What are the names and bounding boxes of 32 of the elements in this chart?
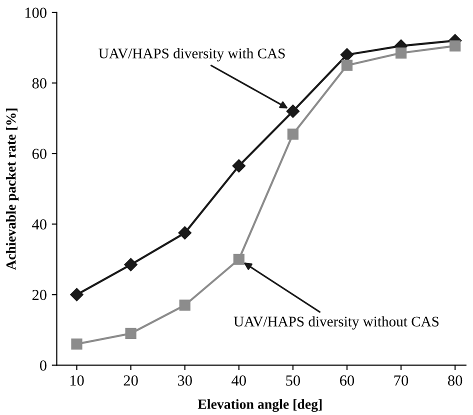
point <box>179 300 190 311</box>
x-tick-label: 60 <box>340 375 354 386</box>
point <box>286 104 300 118</box>
point <box>124 258 138 272</box>
y-tick-label: 40 <box>32 219 46 230</box>
x-axis-title: Elevation angle [deg] <box>198 399 322 412</box>
y-axis-title: Achievable packet rate [%] <box>6 108 19 270</box>
annotation: UAV/HAPS diversity with CAS <box>98 48 285 62</box>
point <box>178 226 192 240</box>
point <box>341 60 353 71</box>
x-tick-label: 20 <box>124 375 138 386</box>
point <box>340 48 354 62</box>
point <box>70 288 84 302</box>
point <box>450 40 461 52</box>
point <box>125 328 136 340</box>
point <box>395 47 407 59</box>
point <box>71 338 82 350</box>
point <box>287 128 299 140</box>
x-tick-label: 80 <box>448 375 462 386</box>
y-tick-label: 0 <box>40 360 46 371</box>
x-tick-label: 50 <box>286 375 300 386</box>
y-tick-label: 20 <box>32 290 46 300</box>
y-tick-label: 80 <box>32 78 46 88</box>
y-tick-label: 100 <box>25 8 46 18</box>
point <box>233 254 244 265</box>
x-tick-label: 40 <box>232 375 246 386</box>
annotation: UAV/HAPS diversity without CAS <box>234 316 439 330</box>
x-tick-label: 70 <box>394 375 408 386</box>
y-tick-label: 60 <box>32 148 46 159</box>
x-tick-label: 10 <box>70 375 84 386</box>
x-tick-label: 30 <box>178 375 192 386</box>
point <box>232 159 246 172</box>
